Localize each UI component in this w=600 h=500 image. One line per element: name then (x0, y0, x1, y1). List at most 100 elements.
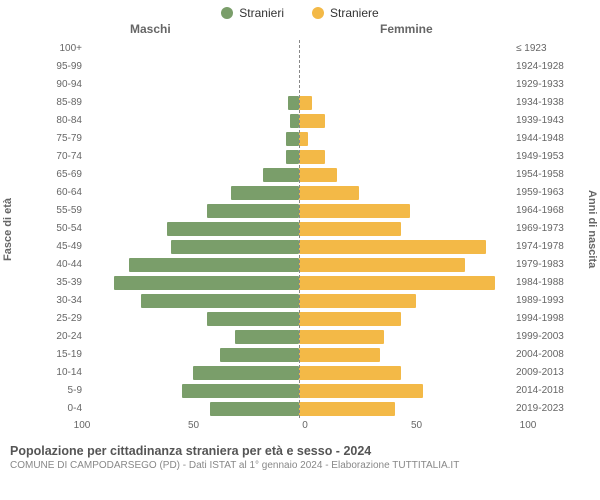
male-bar (286, 150, 299, 164)
age-label: 25-29 (20, 310, 82, 328)
birth-year-label: 1949-1953 (516, 148, 580, 166)
chart-title: Popolazione per cittadinanza straniera p… (10, 444, 590, 458)
female-swatch-icon (312, 7, 324, 19)
age-label: 55-59 (20, 202, 82, 220)
female-bar (299, 294, 416, 308)
age-label: 10-14 (20, 364, 82, 382)
age-group-axis: 100+95-9990-9485-8980-8475-7970-7465-696… (16, 40, 86, 418)
birth-year-label: 1974-1978 (516, 238, 580, 256)
age-label: 90-94 (20, 76, 82, 94)
male-bar (141, 294, 299, 308)
age-label: 15-19 (20, 346, 82, 364)
male-bar (263, 168, 299, 182)
age-label: 40-44 (20, 256, 82, 274)
birth-year-label: 1994-1998 (516, 310, 580, 328)
chart-subtitle: COMUNE DI CAMPODARSEGO (PD) - Dati ISTAT… (10, 460, 590, 471)
age-label: 5-9 (20, 382, 82, 400)
birth-year-label: 1969-1973 (516, 220, 580, 238)
male-bar (167, 222, 299, 236)
female-bar (299, 186, 359, 200)
male-bar (129, 258, 299, 272)
age-label: 100+ (20, 40, 82, 58)
x-tick-label: 50 (188, 420, 199, 431)
age-label: 30-34 (20, 292, 82, 310)
female-bar (299, 366, 401, 380)
pyramid-chart: Fasce di età 100+95-9990-9485-8980-8475-… (0, 40, 600, 418)
birth-year-label: 1924-1928 (516, 58, 580, 76)
plot-area (86, 40, 512, 418)
left-axis-title: Fasce di età (0, 198, 16, 261)
right-axis-title: Anni di nascita (584, 190, 600, 268)
column-headers: Maschi Femmine (0, 22, 600, 40)
female-bar (299, 114, 325, 128)
birth-year-label: 1979-1983 (516, 256, 580, 274)
header-female: Femmine (380, 22, 433, 36)
female-bar (299, 150, 325, 164)
age-label: 50-54 (20, 220, 82, 238)
female-bar (299, 222, 401, 236)
legend-item-male: Stranieri (221, 6, 284, 20)
age-label: 45-49 (20, 238, 82, 256)
female-bar (299, 258, 465, 272)
age-label: 70-74 (20, 148, 82, 166)
female-bar (299, 384, 423, 398)
age-label: 0-4 (20, 400, 82, 418)
age-label: 35-39 (20, 274, 82, 292)
male-bar (231, 186, 299, 200)
female-bar (299, 276, 495, 290)
birth-year-label: 1939-1943 (516, 112, 580, 130)
birth-year-label: 2009-2013 (516, 364, 580, 382)
male-bar (290, 114, 299, 128)
female-bar (299, 348, 380, 362)
legend-male-label: Stranieri (239, 6, 284, 20)
header-male: Maschi (130, 22, 171, 36)
age-label: 85-89 (20, 94, 82, 112)
legend: Stranieri Straniere (0, 0, 600, 22)
x-tick-label: 100 (520, 420, 537, 431)
x-tick-label: 0 (302, 420, 308, 431)
female-bar (299, 168, 337, 182)
birth-year-label: 2014-2018 (516, 382, 580, 400)
age-label: 80-84 (20, 112, 82, 130)
chart-footer: Popolazione per cittadinanza straniera p… (0, 438, 600, 471)
birth-year-label: 1964-1968 (516, 202, 580, 220)
x-axis: 10050050100 (82, 418, 528, 438)
birth-year-label: 1959-1963 (516, 184, 580, 202)
female-bar (299, 330, 384, 344)
male-bar (114, 276, 299, 290)
birth-year-label: 1944-1948 (516, 130, 580, 148)
male-bar (286, 132, 299, 146)
birth-year-label: 2019-2023 (516, 400, 580, 418)
birth-year-label: 1954-1958 (516, 166, 580, 184)
male-bar (193, 366, 300, 380)
age-label: 75-79 (20, 130, 82, 148)
age-label: 20-24 (20, 328, 82, 346)
birth-year-label: 1984-1988 (516, 274, 580, 292)
legend-item-female: Straniere (312, 6, 379, 20)
female-bar (299, 96, 312, 110)
male-bar (220, 348, 299, 362)
birth-year-label: 2004-2008 (516, 346, 580, 364)
male-bar (210, 402, 299, 416)
female-bar (299, 132, 308, 146)
female-bar (299, 402, 395, 416)
male-bar (288, 96, 299, 110)
x-tick-label: 100 (74, 420, 91, 431)
female-bar (299, 312, 401, 326)
birth-year-label: ≤ 1923 (516, 40, 580, 58)
birth-year-label: 1989-1993 (516, 292, 580, 310)
male-bar (207, 204, 299, 218)
male-swatch-icon (221, 7, 233, 19)
x-tick-label: 50 (411, 420, 422, 431)
male-bar (171, 240, 299, 254)
male-bar (235, 330, 299, 344)
male-bar (182, 384, 299, 398)
birth-year-label: 1929-1933 (516, 76, 580, 94)
age-label: 60-64 (20, 184, 82, 202)
birth-year-label: 1934-1938 (516, 94, 580, 112)
age-label: 65-69 (20, 166, 82, 184)
male-bar (207, 312, 299, 326)
age-label: 95-99 (20, 58, 82, 76)
female-bar (299, 204, 410, 218)
female-bar (299, 240, 486, 254)
